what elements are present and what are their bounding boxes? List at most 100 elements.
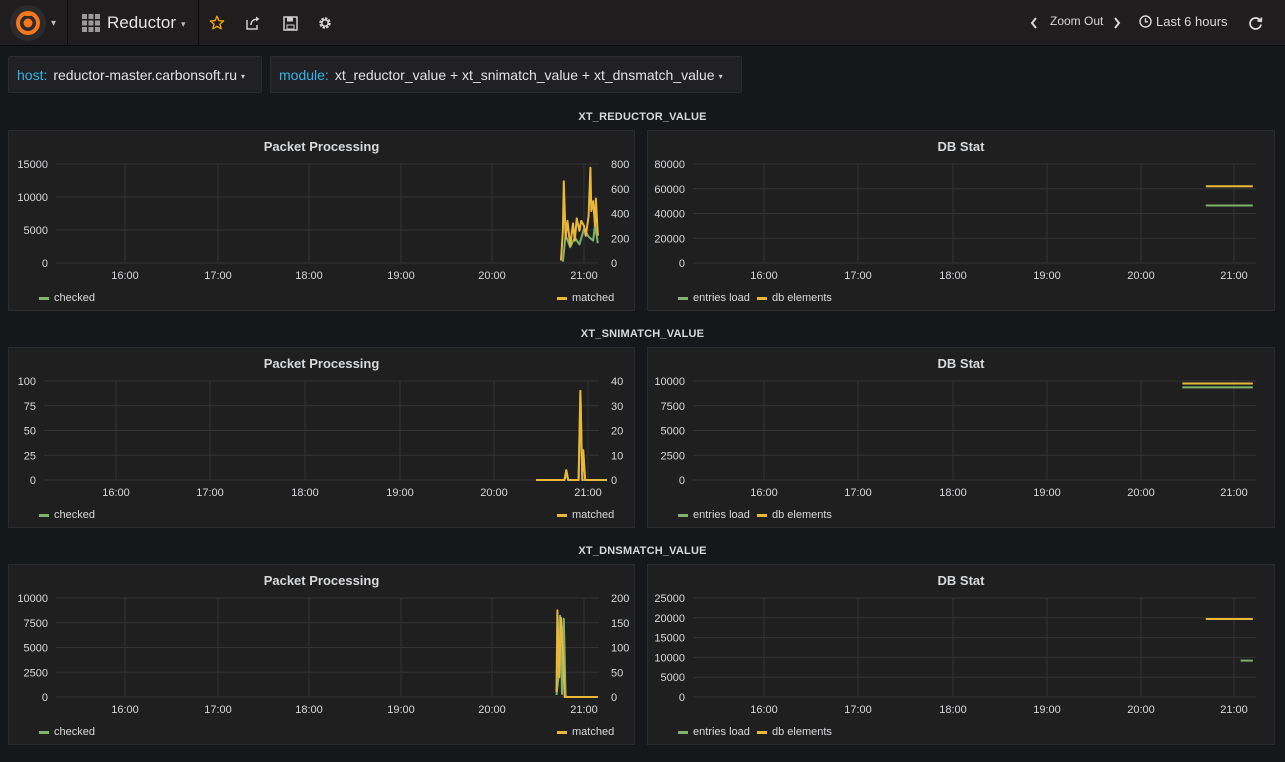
grafana-logo-icon xyxy=(10,5,46,41)
module-variable[interactable]: module: xt_reductor_value + xt_snimatch_… xyxy=(270,56,742,93)
chart-plot: 10000 7500 5000 2500 0 16:00 17:00 18:00 19:00 20… xyxy=(654,376,1256,499)
zoom-out-label: Zoom Out xyxy=(1050,14,1104,28)
db-stat-panel: DB Stat 10000 7500 5000 2500 0 16:00 17:00 18:0… xyxy=(647,347,1275,528)
legend-label: entries load xyxy=(693,509,750,521)
caret-down-icon: ▾ xyxy=(51,17,57,29)
time-range-picker[interactable]: Last 6 hours xyxy=(1139,14,1228,29)
legend-label: matched xyxy=(572,726,615,738)
db-stat-panel: DB Stat 25000 20000 15000 10000 5000 0 16:00 17… xyxy=(647,564,1275,745)
y-tick-label: 10000 xyxy=(654,652,685,664)
legend-label: entries load xyxy=(693,726,750,738)
panel-title[interactable]: Packet Processing xyxy=(263,139,380,154)
x-tick-label: 16:00 xyxy=(750,270,778,282)
x-tick-label: 16:00 xyxy=(750,487,778,499)
legend-item-checked[interactable]: checked xyxy=(39,292,95,304)
x-tick-label: 21:00 xyxy=(570,704,598,716)
legend-item-matched[interactable]: matched xyxy=(557,726,614,738)
top-navbar: ▾ Reductor ▾ Zoom Out Last 6 hours xyxy=(0,0,1285,46)
zoom-next-button[interactable] xyxy=(1108,14,1126,32)
y-tick-label: 5000 xyxy=(661,672,685,684)
time-range-label: Last 6 hours xyxy=(1156,14,1228,29)
caret-down-icon: ▾ xyxy=(718,71,723,81)
y-tick-label: 0 xyxy=(679,258,685,270)
x-tick-label: 21:00 xyxy=(1220,704,1248,716)
packet-processing-panel: Packet Processing 10000 7500 5000 2500 0 200 1… xyxy=(8,564,635,745)
panel-title[interactable]: DB Stat xyxy=(937,573,985,588)
share-button[interactable] xyxy=(244,14,262,32)
packet-processing-panel: Packet Processing 100 75 50 25 0 40 30 20 10 0 16:… xyxy=(8,347,635,528)
legend-swatch xyxy=(557,730,567,734)
legend-item-db-elements[interactable]: db elements xyxy=(757,509,832,521)
y-tick-label: 15000 xyxy=(17,159,48,171)
legend-item-entries-load[interactable]: entries load xyxy=(678,292,750,304)
app-menu-button[interactable]: ▾ xyxy=(0,0,68,46)
chart-plot: 10000 7500 5000 2500 0 200 150 100 50 0 16:00 17:00… xyxy=(17,593,629,716)
row-title-xt-reductor[interactable]: XT_REDUCTOR_VALUE xyxy=(578,111,707,123)
y2-tick-label: 10 xyxy=(611,450,623,462)
panel-title[interactable]: DB Stat xyxy=(937,139,985,154)
legend-swatch xyxy=(557,513,567,517)
y-tick-label: 0 xyxy=(30,475,36,487)
y2-tick-label: 40 xyxy=(611,376,623,388)
x-tick-label: 19:00 xyxy=(387,704,415,716)
panel-title[interactable]: Packet Processing xyxy=(263,356,380,371)
x-tick-label: 20:00 xyxy=(480,487,508,499)
y2-tick-label: 30 xyxy=(611,401,623,413)
legend-item-entries-load[interactable]: entries load xyxy=(678,726,750,738)
caret-down-icon: ▾ xyxy=(241,71,246,81)
legend-swatch xyxy=(757,513,767,517)
y-tick-label: 0 xyxy=(42,692,48,704)
refresh-icon xyxy=(1248,16,1262,30)
host-variable[interactable]: host: reductor-master.carbonsoft.ru ▾ xyxy=(8,56,262,93)
chart-plot: 25000 20000 15000 10000 5000 0 16:00 17:00 18:00… xyxy=(654,593,1256,716)
series-line-matched xyxy=(536,389,607,481)
y2-tick-label: 100 xyxy=(611,643,629,655)
x-tick-label: 21:00 xyxy=(1220,487,1248,499)
panel-title[interactable]: DB Stat xyxy=(937,356,985,371)
legend-item-entries-load[interactable]: entries load xyxy=(678,509,750,521)
legend-swatch xyxy=(757,296,767,300)
panel-title[interactable]: Packet Processing xyxy=(263,573,380,588)
refresh-button[interactable] xyxy=(1246,14,1264,32)
dashboard-picker[interactable]: Reductor ▾ xyxy=(68,0,199,46)
y-tick-label: 20000 xyxy=(654,613,685,625)
legend-label: entries load xyxy=(693,292,750,304)
row-title-xt-snimatch[interactable]: XT_SNIMATCH_VALUE xyxy=(580,328,705,340)
chevron-right-icon xyxy=(1114,17,1121,29)
x-tick-label: 19:00 xyxy=(387,270,415,282)
settings-button[interactable] xyxy=(316,14,334,32)
legend-item-db-elements[interactable]: db elements xyxy=(757,726,832,738)
clock-icon xyxy=(1139,15,1152,28)
y-tick-label: 7500 xyxy=(661,401,685,413)
x-tick-label: 20:00 xyxy=(478,704,506,716)
x-tick-label: 17:00 xyxy=(844,270,872,282)
y2-tick-label: 200 xyxy=(611,233,629,245)
x-tick-label: 20:00 xyxy=(478,270,506,282)
legend-item-checked[interactable]: checked xyxy=(39,509,95,521)
row-title-xt-dnsmatch[interactable]: XT_DNSMATCH_VALUE xyxy=(578,545,707,557)
y-tick-label: 60000 xyxy=(654,184,685,196)
y-tick-label: 5000 xyxy=(24,225,48,237)
y2-tick-label: 800 xyxy=(611,159,629,171)
y-tick-label: 20000 xyxy=(654,233,685,245)
y2-tick-label: 600 xyxy=(611,184,629,196)
star-button[interactable] xyxy=(208,14,226,32)
series-line-checked xyxy=(536,389,607,481)
x-tick-label: 18:00 xyxy=(939,487,967,499)
x-tick-label: 17:00 xyxy=(844,487,872,499)
y2-tick-label: 20 xyxy=(611,426,623,438)
zoom-out-button[interactable]: Zoom Out xyxy=(1050,14,1103,28)
y-tick-label: 5000 xyxy=(24,643,48,655)
x-tick-label: 19:00 xyxy=(1033,270,1061,282)
zoom-prev-button[interactable] xyxy=(1025,14,1043,32)
legend-item-matched[interactable]: matched xyxy=(557,292,614,304)
save-button[interactable] xyxy=(281,14,299,32)
legend-item-checked[interactable]: checked xyxy=(39,726,95,738)
y-tick-label: 2500 xyxy=(661,450,685,462)
legend-swatch xyxy=(678,730,688,734)
y-tick-label: 0 xyxy=(679,692,685,704)
y-tick-label: 25000 xyxy=(654,593,685,605)
legend-item-db-elements[interactable]: db elements xyxy=(757,292,832,304)
y-tick-label: 0 xyxy=(679,475,685,487)
legend-item-matched[interactable]: matched xyxy=(557,509,614,521)
